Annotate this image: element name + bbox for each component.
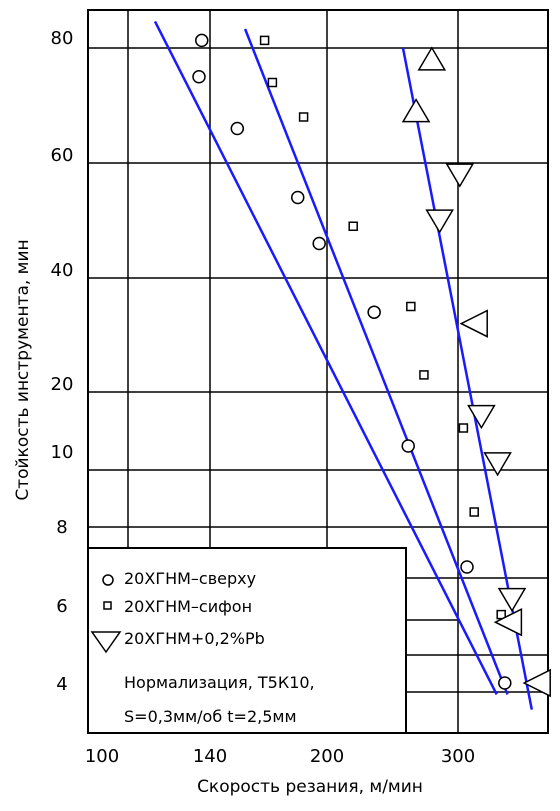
- x-tick-label: 200: [310, 746, 344, 767]
- data-point-circle: [498, 676, 512, 690]
- legend-triangle-icon: [90, 631, 122, 654]
- legend-circle-icon: [102, 574, 114, 586]
- data-point-triangle: [401, 98, 431, 123]
- data-point-circle: [195, 33, 209, 48]
- legend-box: [87, 547, 407, 734]
- y-tick-label: 10: [51, 442, 74, 463]
- data-point-triangle: [483, 452, 512, 477]
- data-point-circle: [192, 70, 206, 84]
- trend-line: [153, 20, 498, 695]
- y-tick-label: 20: [51, 374, 74, 395]
- data-markers: [192, 33, 551, 698]
- data-point-square: [419, 370, 429, 380]
- data-point-square: [458, 423, 469, 433]
- data-point-circle: [367, 305, 381, 319]
- y-tick-label: 8: [56, 517, 67, 538]
- trend-line: [243, 28, 509, 695]
- data-point-square: [298, 112, 309, 122]
- y-tick-label: 80: [51, 28, 74, 49]
- data-point-circle: [460, 560, 474, 574]
- y-tick-label: 60: [51, 145, 74, 166]
- legend-square-icon: [103, 601, 112, 610]
- data-point-triangle: [459, 309, 488, 338]
- x-tick-label: 140: [193, 746, 227, 767]
- legend-label-top: 20ХГНМ–сверху: [124, 569, 256, 588]
- data-point-triangle: [425, 209, 454, 234]
- data-point-triangle: [445, 163, 475, 188]
- data-point-triangle: [467, 404, 496, 430]
- annotation-normalization: Нормализация, Т5К10,: [124, 673, 315, 692]
- data-point-circle: [230, 121, 245, 136]
- legend-label-lead: 20ХГНМ+0,2%Рb: [124, 629, 265, 648]
- x-tick-label: 300: [441, 746, 475, 767]
- data-point-square: [406, 301, 416, 312]
- data-point-circle: [401, 439, 415, 453]
- data-point-square: [259, 35, 270, 46]
- y-tick-label: 6: [56, 596, 67, 617]
- data-point-circle: [312, 236, 326, 251]
- y-tick-labels: 80 60 40 20 10 8 6 4: [51, 28, 74, 695]
- legend: 20ХГНМ–сверху 20ХГНМ–сифон 20ХГНМ+0,2%Рb…: [87, 547, 407, 734]
- data-point-triangle: [522, 668, 551, 698]
- x-axis-title: Скорость резания, м/мин: [197, 777, 423, 797]
- data-point-square: [348, 221, 358, 231]
- data-point-triangle: [417, 46, 447, 71]
- data-point-square: [469, 507, 479, 517]
- y-axis-title: Стойкость инструмента, мин: [13, 239, 33, 500]
- data-point-triangle: [497, 587, 527, 613]
- data-point-circle: [291, 190, 305, 205]
- data-point-triangle: [493, 607, 523, 637]
- x-tick-label: 100: [85, 746, 119, 767]
- y-tick-label: 40: [51, 260, 74, 281]
- data-point-square: [267, 77, 278, 88]
- legend-label-siphon: 20ХГНМ–сифон: [124, 597, 252, 616]
- annotation-feed-depth: S=0,3мм/об t=2,5мм: [124, 707, 297, 726]
- y-tick-label: 4: [56, 674, 67, 695]
- x-tick-labels: 100 140 200 300: [85, 746, 475, 767]
